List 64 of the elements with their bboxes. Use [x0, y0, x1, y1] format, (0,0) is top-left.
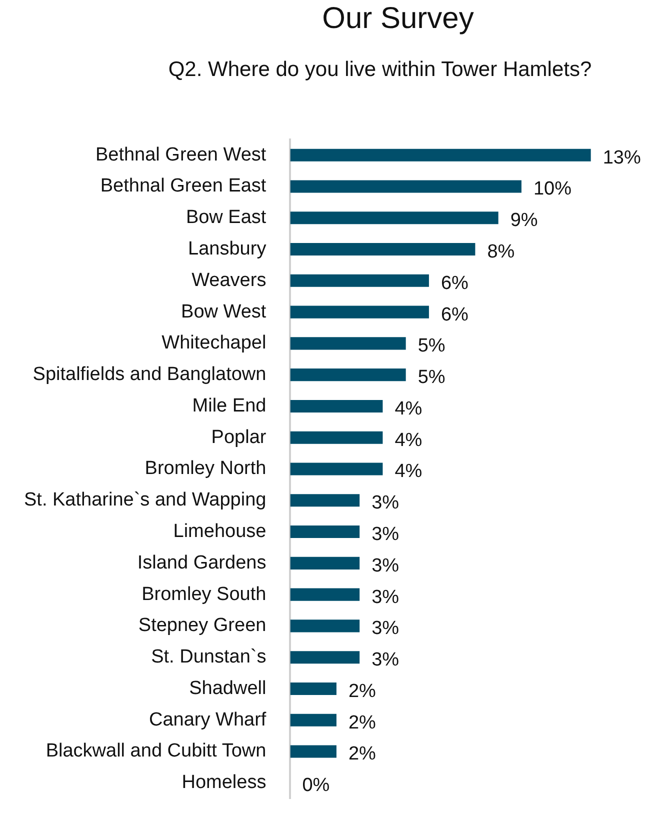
bar	[290, 651, 360, 664]
data-label: 9%	[510, 210, 538, 232]
bar	[290, 274, 429, 287]
y-tick-label: Mile End	[192, 395, 266, 416]
bar	[290, 212, 498, 224]
y-tick-label: Blackwall and Cubitt Town	[46, 740, 266, 762]
y-tick-label: Shadwell	[189, 678, 266, 699]
y-tick-label: Spitalfields and Banglatown	[32, 364, 266, 386]
bar	[290, 526, 360, 538]
y-tick-label: Island Gardens	[137, 552, 266, 574]
y-tick-label: Weavers	[192, 270, 266, 291]
bar	[290, 494, 360, 507]
y-tick-label: Bromley North	[144, 458, 266, 480]
bar	[290, 682, 336, 696]
data-label: 2%	[348, 744, 376, 765]
data-label: 13%	[602, 147, 641, 168]
data-label: 5%	[418, 367, 446, 388]
y-tick-label: Bromley South	[142, 584, 266, 605]
y-tick-label: Canary Wharf	[149, 709, 267, 730]
y-tick-label: Lansbury	[188, 238, 267, 260]
y-tick-label: Poplar	[211, 426, 267, 448]
bar	[290, 745, 336, 758]
bar	[290, 556, 360, 570]
bar	[290, 337, 406, 350]
y-tick-label: Stepney Green	[138, 615, 266, 636]
chart-title: Our Survey	[321, 2, 475, 36]
y-tick-label: Homeless	[182, 772, 266, 794]
bar	[290, 462, 383, 476]
y-tick-label: Whitechapel	[162, 332, 266, 354]
y-tick-label: St. Katharine`s and Wapping	[24, 490, 266, 511]
data-label: 4%	[394, 461, 422, 482]
data-label: 5%	[418, 336, 446, 357]
bar	[290, 180, 522, 193]
data-label: 3%	[372, 492, 400, 514]
data-label: 6%	[440, 304, 469, 326]
data-label: 0%	[302, 775, 330, 796]
data-label: 2%	[348, 712, 376, 734]
y-tick-label: Bow West	[181, 301, 267, 322]
data-label: 3%	[372, 618, 400, 640]
data-label: 4%	[394, 430, 422, 451]
bar	[290, 306, 429, 318]
data-label: 8%	[487, 242, 515, 262]
bar	[290, 620, 360, 632]
y-tick-label: Bethnal Green West	[95, 144, 267, 166]
bar	[290, 368, 406, 382]
data-label: 3%	[372, 586, 400, 608]
data-label: 3%	[372, 524, 400, 546]
chart-subtitle: Q2. Where do you live within Tower Hamlets?	[167, 58, 593, 82]
bar	[290, 714, 336, 726]
data-label: 10%	[533, 178, 572, 200]
data-label: 4%	[394, 398, 422, 420]
y-tick-label: Bow East	[186, 207, 267, 228]
data-label: 3%	[372, 555, 400, 576]
data-label: 3%	[372, 650, 400, 671]
bar	[290, 588, 360, 601]
data-label: 6%	[440, 272, 469, 294]
data-label: 2%	[348, 680, 376, 702]
bar	[290, 431, 383, 444]
y-tick-label: Bethnal Green East	[100, 176, 267, 197]
bar	[290, 400, 383, 412]
y-tick-label: St. Dunstan`s	[151, 646, 266, 668]
y-tick-label: Limehouse	[173, 521, 266, 542]
bar	[290, 242, 476, 256]
bar	[290, 148, 591, 162]
